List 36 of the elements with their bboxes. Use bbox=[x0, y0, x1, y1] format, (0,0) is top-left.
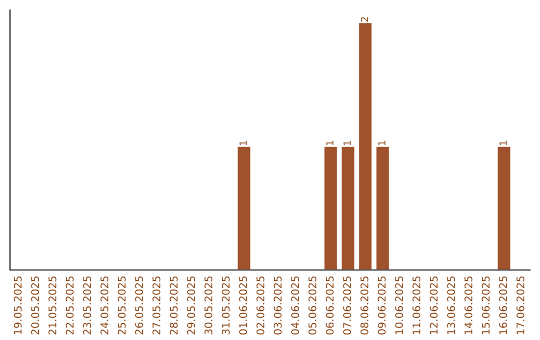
x-tick-label: 04.06.2025 bbox=[291, 276, 300, 335]
x-tick-label: 23.05.2025 bbox=[83, 276, 92, 334]
x-tick-label: 28.05.2025 bbox=[170, 276, 178, 334]
x-tick-label: 02.06.2025 bbox=[256, 276, 264, 335]
x-tick-label: 09.06.2025 bbox=[378, 276, 386, 335]
data-label: 1 bbox=[240, 140, 247, 146]
x-tick-label: 06.06.2025 bbox=[326, 276, 334, 335]
x-tick-label: 11.06.2025 bbox=[412, 276, 420, 334]
x-tick-label: 29.05.2025 bbox=[187, 276, 196, 334]
x-tick-label: 17.06.2025 bbox=[516, 276, 524, 334]
x-tick-label: 15.06.2025 bbox=[482, 276, 490, 334]
x-tick-label: 01.06.2025 bbox=[239, 276, 248, 335]
data-label: 2 bbox=[360, 17, 368, 22]
x-tick-label: 30.05.2025 bbox=[204, 276, 212, 334]
x-tick-label: 05.06.2025 bbox=[308, 276, 316, 335]
x-tick-label: 20.05.2025 bbox=[31, 276, 40, 334]
x-tick-label: 03.06.2025 bbox=[274, 276, 282, 335]
x-tick-label: 26.05.2025 bbox=[135, 276, 144, 334]
x-tick-label: 07.06.2025 bbox=[343, 276, 352, 335]
x-tick-label: 21.05.2025 bbox=[48, 276, 56, 334]
x-tick-label: 19.05.2025 bbox=[14, 276, 22, 334]
x-tick-label: 25.05.2025 bbox=[118, 276, 126, 334]
data-label: 1 bbox=[500, 140, 507, 146]
x-tick-label: 14.06.2025 bbox=[464, 276, 472, 334]
data-label: 1 bbox=[378, 140, 386, 146]
x-tick-label: 12.06.2025 bbox=[430, 276, 438, 334]
x-tick-label: 08.06.2025 bbox=[360, 276, 368, 335]
x-tick-label: 22.05.2025 bbox=[66, 276, 74, 334]
x-tick-label: 24.05.2025 bbox=[100, 276, 108, 334]
data-label: 1 bbox=[344, 140, 351, 146]
x-tick-label: 27.05.2025 bbox=[152, 276, 160, 334]
x-tick-label: 31.05.2025 bbox=[222, 276, 230, 334]
x-tick-label: 16.06.2025 bbox=[499, 276, 508, 334]
x-tick-label: 13.06.2025 bbox=[447, 276, 456, 334]
x-tick-label: 10.06.2025 bbox=[395, 276, 404, 334]
data-label: 1 bbox=[326, 140, 334, 146]
